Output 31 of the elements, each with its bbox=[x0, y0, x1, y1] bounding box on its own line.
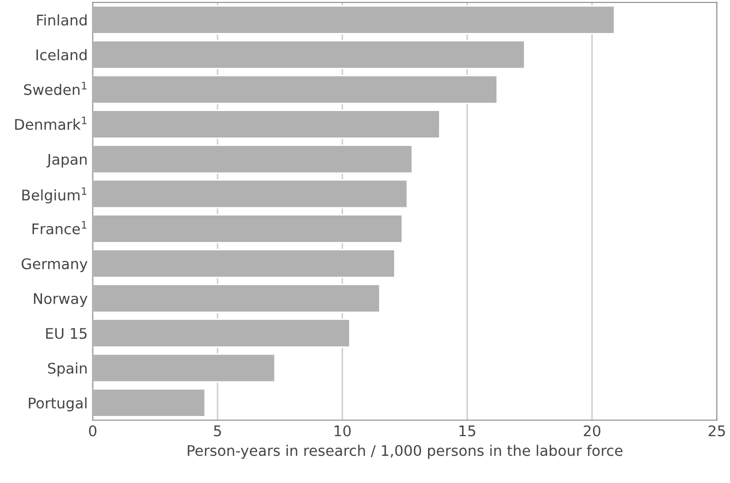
bar bbox=[92, 248, 396, 278]
bar bbox=[92, 179, 408, 209]
bar bbox=[92, 40, 526, 70]
x-tick-label: 20 bbox=[584, 425, 600, 436]
bar bbox=[92, 110, 440, 139]
x-tick-label: 15 bbox=[460, 426, 476, 436]
y-tick-label: Portugal bbox=[28, 397, 86, 412]
y-tick-label: Sweden$^{1}$ bbox=[24, 82, 86, 96]
y-tick-label: Spain bbox=[48, 362, 87, 377]
y-tick-label: Finland bbox=[37, 14, 87, 26]
y-tick-label: Japan bbox=[46, 154, 87, 168]
y-tick-label: Norway bbox=[34, 293, 88, 307]
x-tick-label: 25 bbox=[708, 425, 725, 436]
bar bbox=[92, 388, 206, 418]
y-tick-label: France$^{1}$ bbox=[32, 221, 86, 234]
y-tick-label: Belgium$^{1}$ bbox=[22, 187, 86, 204]
bar bbox=[92, 144, 413, 174]
bar bbox=[92, 214, 403, 244]
y-tick-label: EU 15 bbox=[46, 328, 87, 339]
bar bbox=[92, 318, 351, 348]
bar bbox=[92, 5, 616, 34]
bar bbox=[92, 353, 276, 383]
x-tick-label: 10 bbox=[334, 425, 351, 436]
y-tick-label: Iceland bbox=[36, 49, 87, 60]
y-tick-label: Germany bbox=[22, 258, 88, 272]
bar bbox=[92, 74, 498, 104]
x-tick-label: 0 bbox=[89, 425, 96, 436]
x-tick-label: 5 bbox=[214, 426, 221, 436]
bar bbox=[92, 284, 381, 313]
x-axis-title: Person-years in research / 1,000 persons in the labour force bbox=[188, 444, 622, 459]
y-tick-label: Denmark$^{1}$ bbox=[15, 116, 86, 130]
